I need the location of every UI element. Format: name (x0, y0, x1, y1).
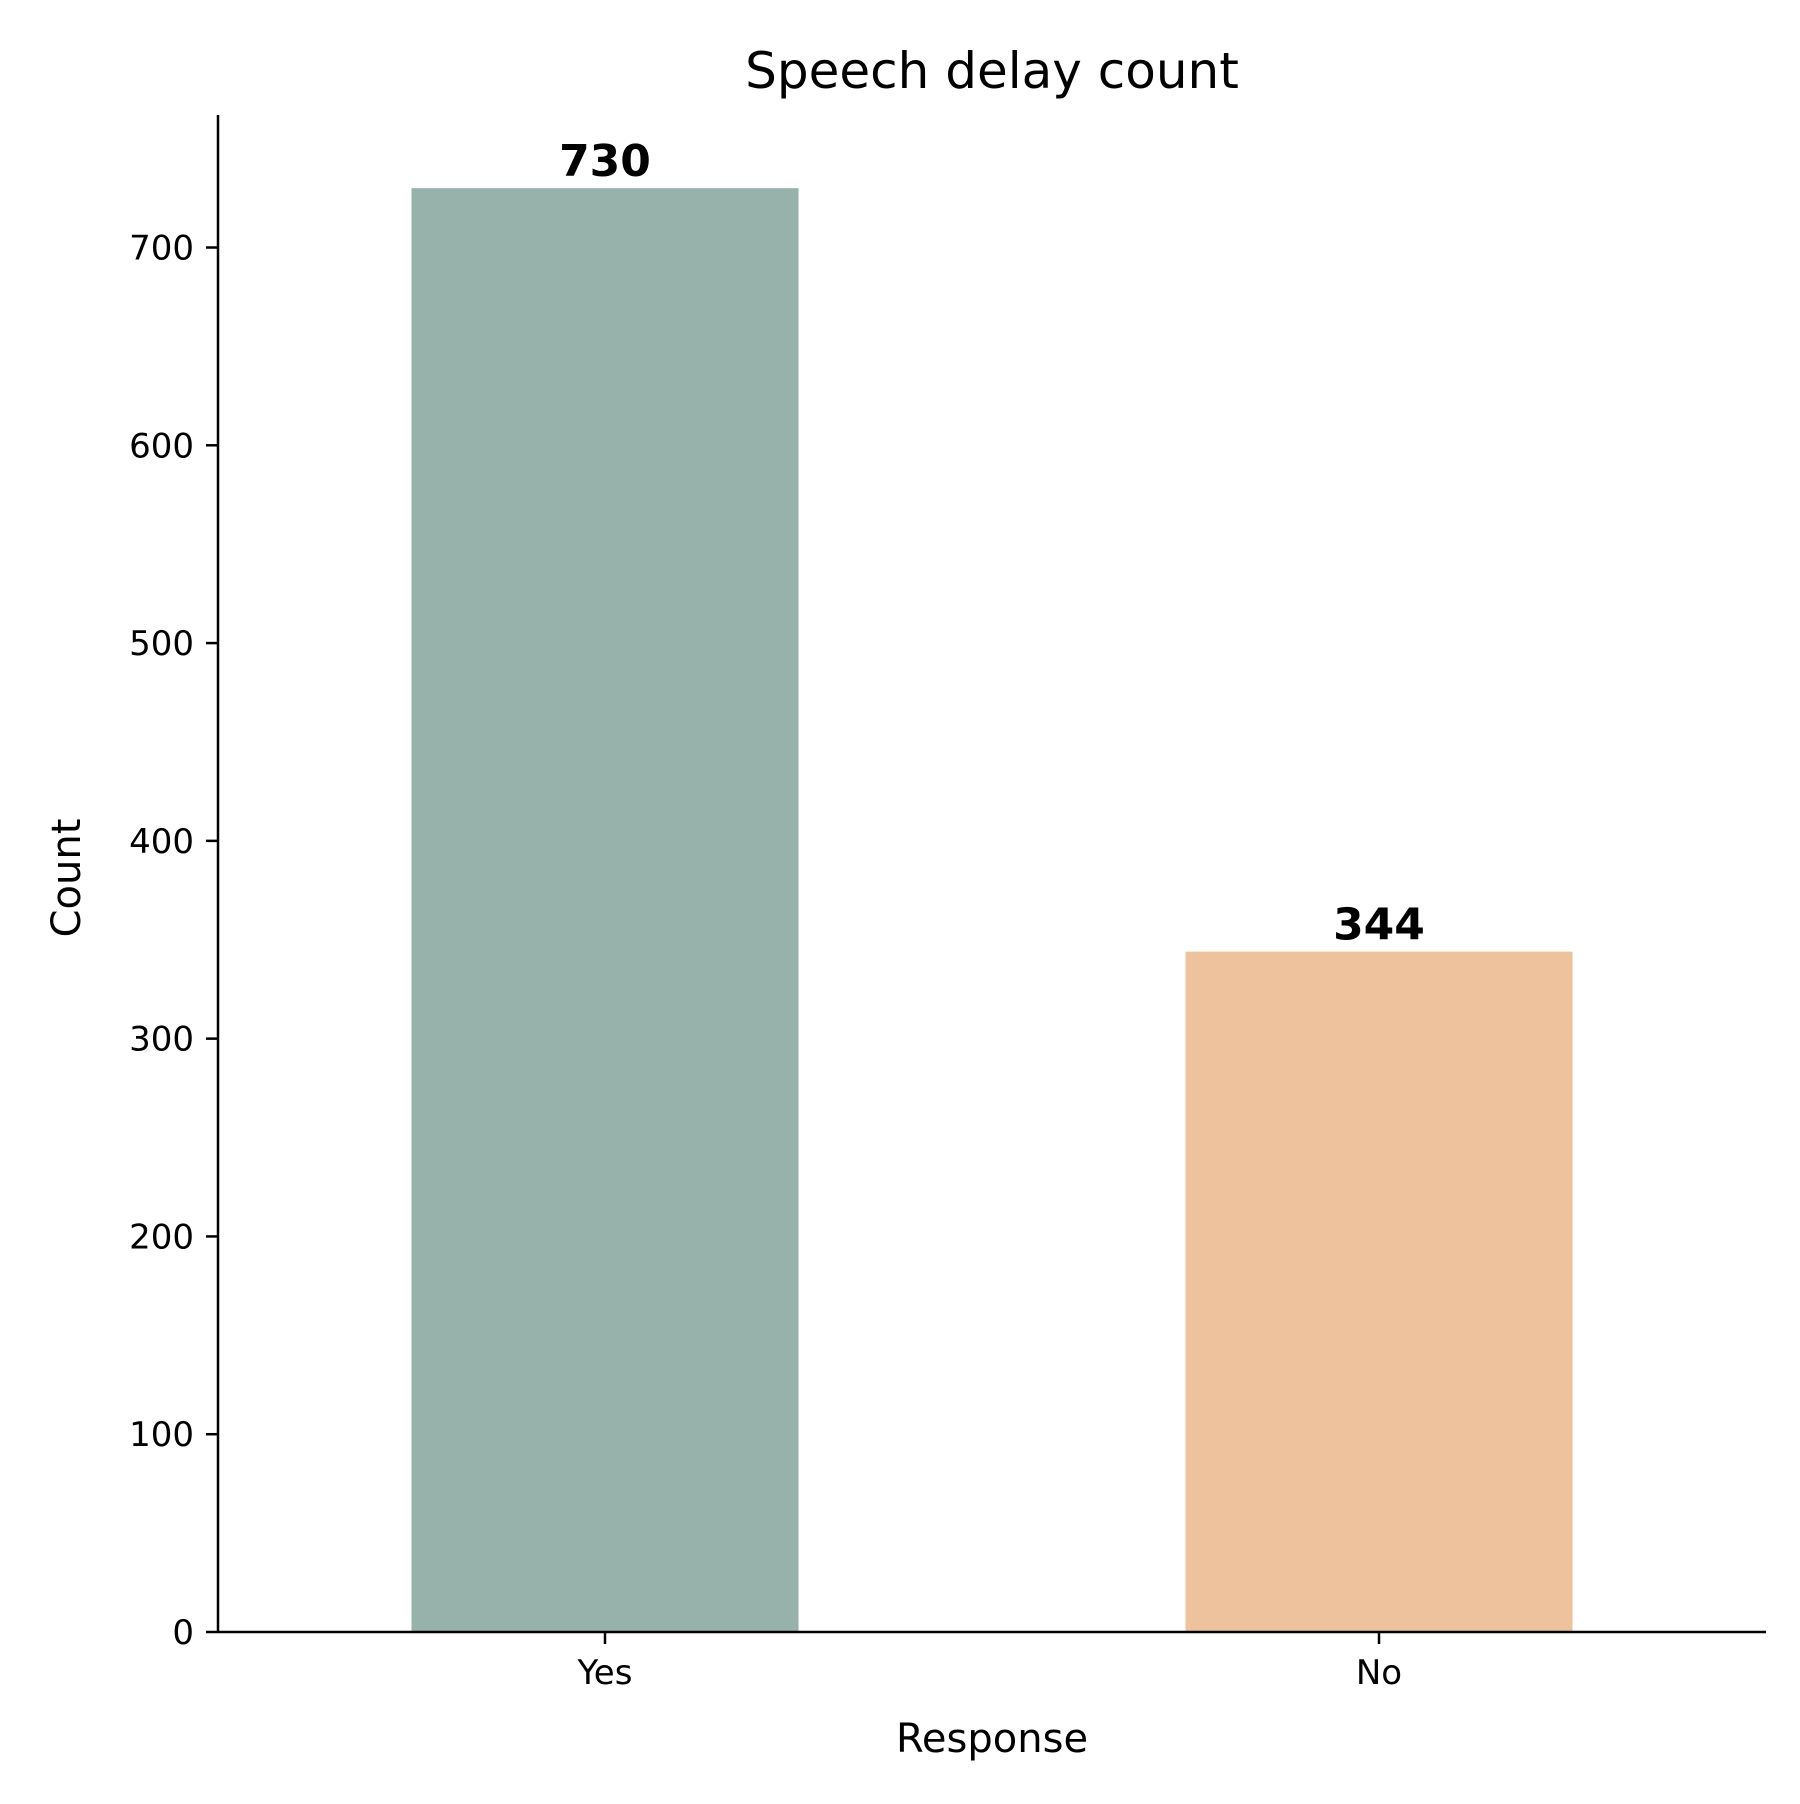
x-tick-label-no: No (1356, 1653, 1402, 1693)
y-tick-label-0: 0 (172, 1613, 194, 1653)
y-tick-label-300: 300 (129, 1020, 194, 1060)
data-labels-layer: 730 344 (559, 136, 1425, 950)
y-tick-label-500: 500 (129, 624, 194, 664)
data-label-yes: 730 (559, 136, 651, 187)
y-tick-label-200: 200 (129, 1217, 194, 1257)
x-tick-label-yes: Yes (577, 1653, 633, 1693)
ticks-layer: Yes No 0 100 200 300 400 500 600 700 (129, 229, 1402, 1693)
chart-title: Speech delay count (745, 42, 1239, 100)
x-axis-label: Response (896, 1716, 1088, 1762)
bar-yes (411, 188, 799, 1632)
y-tick-label-600: 600 (129, 426, 194, 466)
y-tick-label-100: 100 (129, 1415, 194, 1455)
bars-layer (411, 188, 1573, 1632)
data-label-no: 344 (1333, 900, 1425, 951)
y-tick-label-400: 400 (129, 822, 194, 862)
bar-no (1185, 951, 1573, 1632)
y-tick-label-700: 700 (129, 229, 194, 269)
y-axis-label: Count (44, 819, 90, 938)
